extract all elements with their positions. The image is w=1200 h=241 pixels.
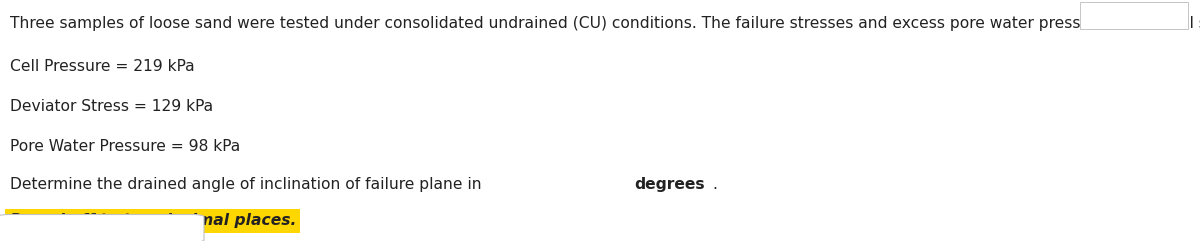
FancyBboxPatch shape (0, 214, 204, 241)
Text: Three samples of loose sand were tested under consolidated undrained (CU) condit: Three samples of loose sand were tested … (10, 16, 1200, 31)
Text: Deviator Stress = 129 kPa: Deviator Stress = 129 kPa (10, 99, 212, 114)
Text: Cell Pressure = 219 kPa: Cell Pressure = 219 kPa (10, 59, 194, 74)
Text: Round off to two decimal places.: Round off to two decimal places. (10, 213, 296, 228)
Text: Pore Water Pressure = 98 kPa: Pore Water Pressure = 98 kPa (10, 139, 240, 154)
Text: Determine the drained angle of inclination of failure plane in: Determine the drained angle of inclinati… (10, 177, 486, 192)
FancyBboxPatch shape (1080, 2, 1188, 29)
Text: .: . (712, 177, 716, 192)
Text: degrees: degrees (634, 177, 704, 192)
